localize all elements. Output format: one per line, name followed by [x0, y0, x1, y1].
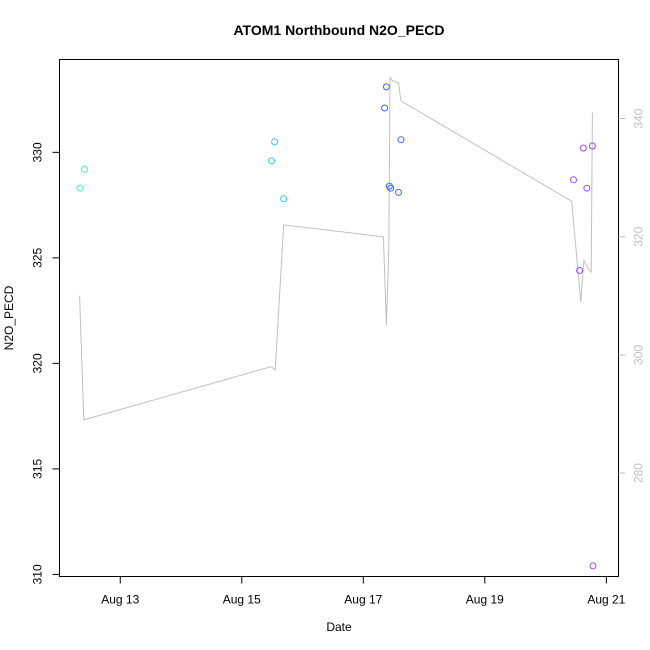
x-tick-label: Aug 15 [223, 593, 261, 607]
y2-tick-label: 280 [632, 463, 646, 483]
data-point [80, 165, 88, 173]
data-point [397, 136, 405, 144]
line-series-path [79, 75, 593, 421]
y-axis-label: N2O_PECD [2, 285, 16, 350]
x-tick-label: Aug 21 [587, 593, 625, 607]
data-point [588, 142, 596, 150]
data-point [76, 184, 84, 192]
data-point [570, 176, 577, 184]
y-tick-label: 330 [31, 142, 45, 162]
data-point [382, 83, 390, 91]
x-tick-label: Aug 17 [344, 593, 382, 607]
y-tick-label: 320 [31, 353, 45, 373]
scatter-points [76, 83, 597, 570]
x-axis: Aug 13 Aug 15 Aug 17 Aug 19 Aug 21 [101, 576, 626, 607]
y-axis: 310 315 320 325 330 [31, 142, 60, 584]
x-tick-label: Aug 13 [101, 593, 139, 607]
background-line-series [79, 75, 593, 421]
y-tick-label: 310 [31, 564, 45, 584]
y2-tick-label: 300 [632, 345, 646, 365]
x-tick-label: Aug 19 [466, 593, 504, 607]
data-point [280, 195, 288, 203]
data-point [271, 138, 279, 146]
data-point [583, 184, 591, 192]
x-axis-label: Date [326, 620, 352, 634]
data-point [589, 562, 597, 570]
chart-title: ATOM1 Northbound N2O_PECD [233, 22, 444, 38]
data-point [268, 157, 276, 165]
data-point [395, 188, 402, 196]
data-point [576, 267, 584, 274]
plot-frame [59, 59, 619, 577]
y-tick-label: 315 [31, 459, 45, 479]
data-point [579, 144, 587, 152]
y2-tick-label: 340 [632, 108, 646, 128]
data-point [387, 184, 395, 192]
y2-axis: 280 300 320 340 [618, 108, 646, 483]
data-point [381, 104, 389, 112]
y2-tick-label: 320 [632, 226, 646, 246]
y-tick-label: 325 [31, 248, 45, 268]
